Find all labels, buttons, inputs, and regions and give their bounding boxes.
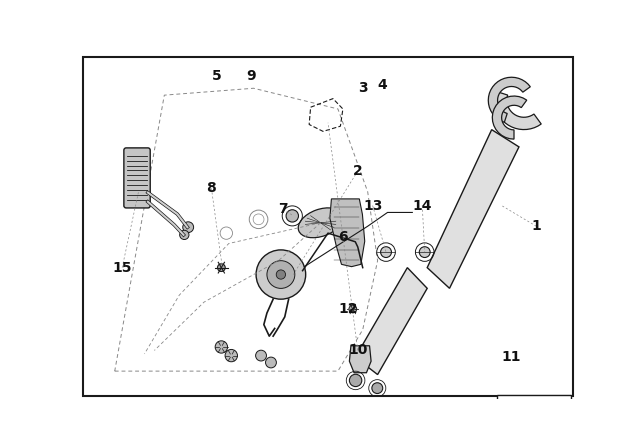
Circle shape xyxy=(266,357,276,368)
Text: 2: 2 xyxy=(353,164,363,178)
Ellipse shape xyxy=(298,208,343,238)
Polygon shape xyxy=(349,346,371,373)
Text: 9: 9 xyxy=(246,69,256,83)
Text: 6: 6 xyxy=(338,229,348,244)
FancyBboxPatch shape xyxy=(124,148,150,208)
Circle shape xyxy=(349,374,362,387)
Polygon shape xyxy=(330,199,365,267)
Polygon shape xyxy=(492,96,527,139)
Circle shape xyxy=(180,230,189,240)
Text: 3: 3 xyxy=(358,81,367,95)
Bar xyxy=(497,395,571,448)
Text: 8: 8 xyxy=(207,181,216,195)
Circle shape xyxy=(381,247,392,258)
Text: 12: 12 xyxy=(338,302,358,316)
Circle shape xyxy=(286,210,298,222)
Circle shape xyxy=(256,250,306,299)
Circle shape xyxy=(419,247,430,258)
Text: 14: 14 xyxy=(413,198,432,212)
Text: 13: 13 xyxy=(363,198,382,212)
Circle shape xyxy=(215,341,228,353)
Text: 15: 15 xyxy=(113,261,132,275)
Text: 1: 1 xyxy=(531,219,541,233)
Polygon shape xyxy=(428,129,519,289)
Circle shape xyxy=(372,383,383,393)
Circle shape xyxy=(218,264,225,271)
Circle shape xyxy=(276,270,285,279)
Circle shape xyxy=(255,350,266,361)
Polygon shape xyxy=(488,77,531,122)
Circle shape xyxy=(225,349,237,362)
Circle shape xyxy=(267,261,295,289)
Text: 10: 10 xyxy=(348,344,367,358)
Polygon shape xyxy=(495,91,541,129)
Polygon shape xyxy=(355,267,428,375)
Circle shape xyxy=(349,305,356,313)
Text: 7: 7 xyxy=(278,202,288,216)
Circle shape xyxy=(183,222,194,233)
Text: 5: 5 xyxy=(212,69,221,83)
Text: 11: 11 xyxy=(502,350,521,364)
Text: 4: 4 xyxy=(378,78,387,92)
